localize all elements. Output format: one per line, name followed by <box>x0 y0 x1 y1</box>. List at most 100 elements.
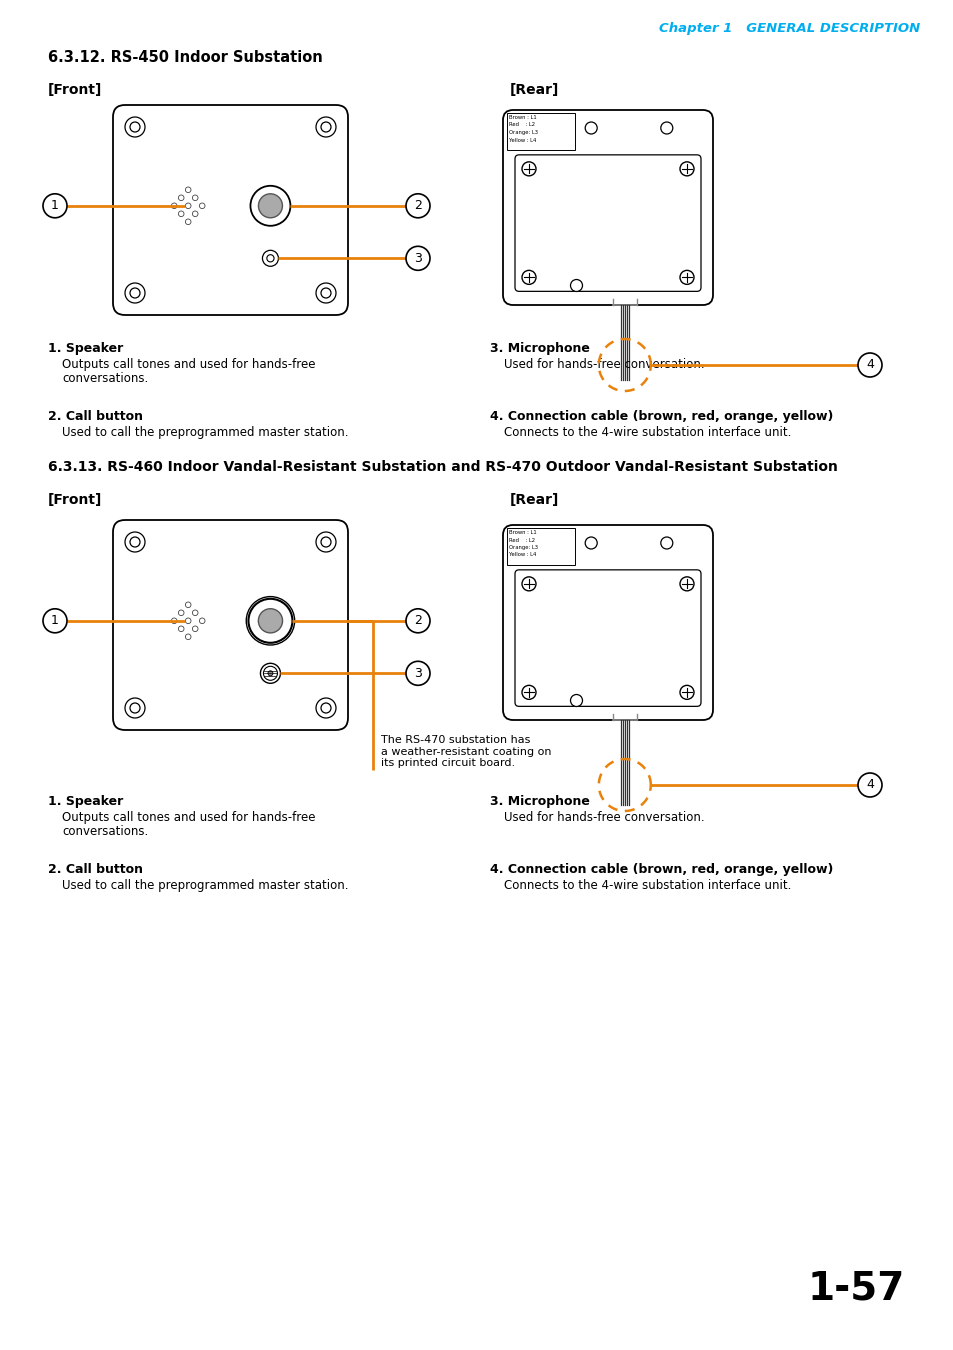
Text: 1. Speaker: 1. Speaker <box>48 342 123 355</box>
Circle shape <box>521 270 536 285</box>
Circle shape <box>125 532 145 552</box>
Text: 1: 1 <box>51 614 59 628</box>
Circle shape <box>258 609 282 633</box>
Circle shape <box>320 703 331 713</box>
FancyBboxPatch shape <box>502 525 712 720</box>
Circle shape <box>521 686 536 699</box>
Text: [Rear]: [Rear] <box>510 493 558 508</box>
Circle shape <box>185 602 191 608</box>
Circle shape <box>193 194 198 201</box>
Text: Yellow : L4: Yellow : L4 <box>509 138 536 143</box>
Circle shape <box>267 255 274 262</box>
Circle shape <box>320 288 331 298</box>
Text: 4: 4 <box>865 359 873 371</box>
Circle shape <box>679 686 693 699</box>
Circle shape <box>178 211 184 216</box>
Circle shape <box>268 671 273 676</box>
Circle shape <box>185 634 191 640</box>
FancyBboxPatch shape <box>112 105 348 315</box>
Text: 6.3.13. RS-460 Indoor Vandal-Resistant Substation and RS-470 Outdoor Vandal-Resi: 6.3.13. RS-460 Indoor Vandal-Resistant S… <box>48 460 837 474</box>
Circle shape <box>315 698 335 718</box>
Text: [Front]: [Front] <box>48 82 102 97</box>
Text: 3. Microphone: 3. Microphone <box>490 342 589 355</box>
FancyBboxPatch shape <box>112 520 348 730</box>
Text: Connects to the 4-wire substation interface unit.: Connects to the 4-wire substation interf… <box>503 879 791 892</box>
Text: Orange: L3: Orange: L3 <box>509 545 537 549</box>
Text: Outputs call tones and used for hands-free: Outputs call tones and used for hands-fr… <box>62 811 315 824</box>
Text: 3: 3 <box>414 667 421 680</box>
Circle shape <box>185 202 191 209</box>
Circle shape <box>125 117 145 136</box>
Text: Red    : L2: Red : L2 <box>509 123 535 127</box>
Circle shape <box>246 597 294 645</box>
Circle shape <box>320 537 331 547</box>
Text: 1: 1 <box>51 200 59 212</box>
Text: conversations.: conversations. <box>62 373 148 385</box>
Text: Brown : L1: Brown : L1 <box>509 531 537 535</box>
Circle shape <box>406 662 430 686</box>
Circle shape <box>130 122 140 132</box>
Circle shape <box>251 186 290 225</box>
Text: Connects to the 4-wire substation interface unit.: Connects to the 4-wire substation interf… <box>503 427 791 439</box>
Circle shape <box>570 694 582 706</box>
Circle shape <box>406 194 430 217</box>
Text: Used to call the preprogrammed master station.: Used to call the preprogrammed master st… <box>62 427 348 439</box>
Text: 4: 4 <box>865 779 873 791</box>
Circle shape <box>679 270 693 285</box>
Circle shape <box>193 626 198 632</box>
Circle shape <box>43 609 67 633</box>
Bar <box>506 528 575 566</box>
Circle shape <box>185 188 191 193</box>
Circle shape <box>130 703 140 713</box>
Circle shape <box>260 663 280 683</box>
Text: Used for hands-free conversation.: Used for hands-free conversation. <box>503 811 704 824</box>
Circle shape <box>521 576 536 591</box>
FancyBboxPatch shape <box>515 570 700 706</box>
Text: 2. Call button: 2. Call button <box>48 863 143 876</box>
Circle shape <box>130 537 140 547</box>
Circle shape <box>406 609 430 633</box>
Circle shape <box>315 532 335 552</box>
Circle shape <box>178 194 184 201</box>
Text: 3: 3 <box>414 252 421 265</box>
Circle shape <box>185 219 191 224</box>
Text: Orange: L3: Orange: L3 <box>509 130 537 135</box>
Bar <box>506 113 575 150</box>
Circle shape <box>857 352 882 377</box>
Circle shape <box>315 117 335 136</box>
Circle shape <box>406 246 430 270</box>
Circle shape <box>199 618 205 624</box>
Circle shape <box>857 774 882 796</box>
Circle shape <box>178 610 184 616</box>
Text: [Rear]: [Rear] <box>510 82 558 97</box>
Circle shape <box>263 667 277 680</box>
Text: 6.3.12. RS-450 Indoor Substation: 6.3.12. RS-450 Indoor Substation <box>48 50 322 65</box>
Circle shape <box>679 162 693 176</box>
Text: Brown : L1: Brown : L1 <box>509 115 537 120</box>
Circle shape <box>248 599 293 643</box>
Text: 2: 2 <box>414 614 421 628</box>
Circle shape <box>258 194 282 217</box>
Circle shape <box>185 618 191 624</box>
Circle shape <box>262 250 278 266</box>
Circle shape <box>125 698 145 718</box>
Text: Outputs call tones and used for hands-free: Outputs call tones and used for hands-fr… <box>62 358 315 371</box>
Circle shape <box>178 626 184 632</box>
Text: 4. Connection cable (brown, red, orange, yellow): 4. Connection cable (brown, red, orange,… <box>490 863 833 876</box>
Circle shape <box>315 284 335 302</box>
Circle shape <box>679 576 693 591</box>
Text: conversations.: conversations. <box>62 825 148 838</box>
Circle shape <box>172 618 177 624</box>
Circle shape <box>193 211 198 216</box>
Circle shape <box>199 202 205 209</box>
Circle shape <box>570 279 582 292</box>
Text: 1. Speaker: 1. Speaker <box>48 795 123 809</box>
Text: Used for hands-free conversation.: Used for hands-free conversation. <box>503 358 704 371</box>
Circle shape <box>193 610 198 616</box>
Text: 1-57: 1-57 <box>807 1270 904 1308</box>
Text: [Front]: [Front] <box>48 493 102 508</box>
Text: 3. Microphone: 3. Microphone <box>490 795 589 809</box>
Circle shape <box>521 162 536 176</box>
Text: 4. Connection cable (brown, red, orange, yellow): 4. Connection cable (brown, red, orange,… <box>490 410 833 423</box>
Circle shape <box>660 122 672 134</box>
